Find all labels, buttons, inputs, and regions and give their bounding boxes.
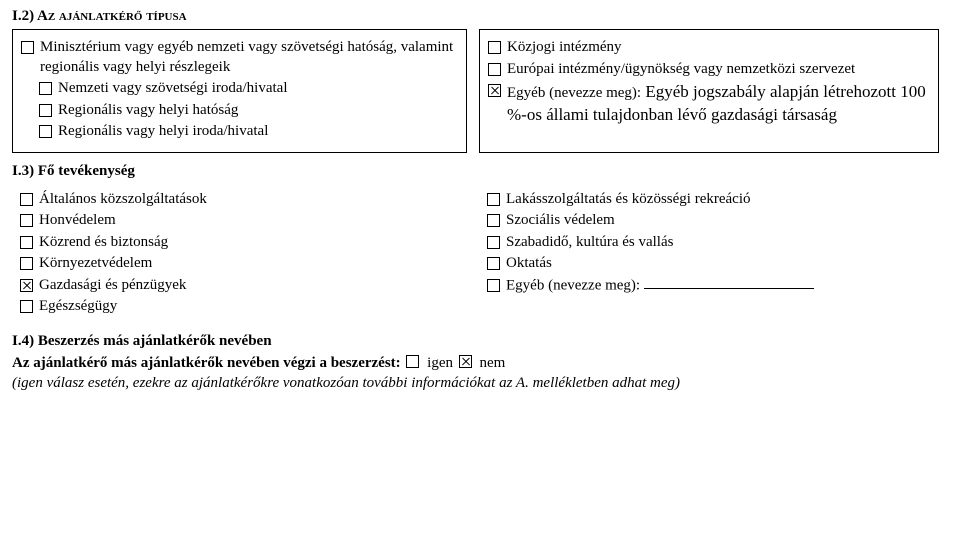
- option-label: Honvédelem: [39, 211, 116, 231]
- section-i2-heading: I.2) Az ajánlatkérő típusa: [12, 8, 947, 25]
- i4-yes-label: igen: [427, 355, 453, 371]
- option-row: Közjogi intézmény: [488, 38, 930, 58]
- option-label: Egyéb (nevezze meg): Egyéb jogszabály al…: [507, 81, 930, 126]
- option-row: Szociális védelem: [487, 211, 931, 231]
- checkbox-icon[interactable]: [39, 125, 52, 138]
- option-label: Szabadidő, kultúra és vallás: [506, 233, 673, 253]
- checkbox-icon[interactable]: [20, 300, 33, 313]
- option-row: Közrend és biztonság: [20, 233, 459, 253]
- section-i2-right-box: Közjogi intézményEurópai intézmény/ügynö…: [479, 29, 939, 153]
- option-label: Nemzeti vagy szövetségi iroda/hivatal: [58, 79, 288, 99]
- option-row: Honvédelem: [20, 211, 459, 231]
- section-i2-columns: Minisztérium vagy egyéb nemzeti vagy szö…: [12, 29, 947, 153]
- option-label: Európai intézmény/ügynökség vagy nemzetk…: [507, 60, 855, 80]
- option-label: Lakásszolgáltatás és közösségi rekreáció: [506, 190, 750, 210]
- section-i3-columns: Általános közszolgáltatásokHonvédelemKöz…: [12, 184, 947, 323]
- checkbox-icon[interactable]: [487, 193, 500, 206]
- blank-line[interactable]: [644, 276, 814, 290]
- option-row: Általános közszolgáltatások: [20, 190, 459, 210]
- option-label: Oktatás: [506, 254, 552, 274]
- option-row: Oktatás: [487, 254, 931, 274]
- option-row: Lakásszolgáltatás és közösségi rekreáció: [487, 190, 931, 210]
- checkbox-icon[interactable]: [39, 82, 52, 95]
- checkbox-icon[interactable]: [487, 257, 500, 270]
- i4-no-checkbox[interactable]: [459, 355, 472, 368]
- checkbox-icon[interactable]: [21, 41, 34, 54]
- option-label: Közjogi intézmény: [507, 38, 622, 58]
- checkbox-icon[interactable]: [487, 279, 500, 292]
- checkbox-icon[interactable]: [20, 193, 33, 206]
- i4-yes-checkbox[interactable]: [406, 355, 419, 368]
- option-label: Egyéb (nevezze meg):: [506, 276, 814, 296]
- checkbox-icon[interactable]: [20, 279, 33, 292]
- section-i3-right: Lakásszolgáltatás és közösségi rekreáció…: [479, 184, 939, 323]
- section-i4-heading: I.4) Beszerzés más ajánlatkérők nevében: [12, 333, 947, 350]
- checkbox-icon[interactable]: [20, 257, 33, 270]
- section-i3-left: Általános közszolgáltatásokHonvédelemKöz…: [12, 184, 467, 323]
- option-row: Európai intézmény/ügynökség vagy nemzetk…: [488, 60, 930, 80]
- option-row: Nemzeti vagy szövetségi iroda/hivatal: [39, 79, 458, 99]
- i4-question-row: Az ajánlatkérő más ajánlatkérők nevében …: [12, 354, 947, 374]
- section-i2-left-box: Minisztérium vagy egyéb nemzeti vagy szö…: [12, 29, 467, 153]
- option-label: Regionális vagy helyi iroda/hivatal: [58, 122, 268, 142]
- option-label: Gazdasági és pénzügyek: [39, 276, 186, 296]
- checkbox-icon[interactable]: [488, 41, 501, 54]
- checkbox-icon[interactable]: [39, 104, 52, 117]
- option-label: Általános közszolgáltatások: [39, 190, 207, 210]
- checkbox-icon[interactable]: [488, 63, 501, 76]
- option-row: Környezetvédelem: [20, 254, 459, 274]
- i4-note: (igen válasz esetén, ezekre az ajánlatké…: [12, 375, 947, 392]
- i4-question-text: Az ajánlatkérő más ajánlatkérők nevében …: [12, 355, 401, 371]
- option-row: Szabadidő, kultúra és vallás: [487, 233, 931, 253]
- option-row: Regionális vagy helyi hatóság: [39, 101, 458, 121]
- option-label: Környezetvédelem: [39, 254, 152, 274]
- checkbox-icon[interactable]: [20, 236, 33, 249]
- option-label: Egészségügy: [39, 297, 117, 317]
- section-i3-heading: I.3) Fő tevékenység: [12, 163, 947, 180]
- option-row: Egészségügy: [20, 297, 459, 317]
- option-label: Regionális vagy helyi hatóság: [58, 101, 238, 121]
- option-label: Minisztérium vagy egyéb nemzeti vagy szö…: [40, 38, 458, 77]
- checkbox-icon[interactable]: [20, 214, 33, 227]
- option-row: Regionális vagy helyi iroda/hivatal: [39, 122, 458, 142]
- option-row: Egyéb (nevezze meg):: [487, 276, 931, 296]
- option-row: Minisztérium vagy egyéb nemzeti vagy szö…: [21, 38, 458, 77]
- option-row: Gazdasági és pénzügyek: [20, 276, 459, 296]
- checkbox-icon[interactable]: [487, 236, 500, 249]
- i4-no-label: nem: [480, 355, 506, 371]
- checkbox-icon[interactable]: [488, 84, 501, 97]
- section-i4-body: Az ajánlatkérő más ajánlatkérők nevében …: [12, 354, 947, 393]
- checkbox-icon[interactable]: [487, 214, 500, 227]
- option-label: Közrend és biztonság: [39, 233, 168, 253]
- option-row: Egyéb (nevezze meg): Egyéb jogszabály al…: [488, 81, 930, 126]
- option-label: Szociális védelem: [506, 211, 615, 231]
